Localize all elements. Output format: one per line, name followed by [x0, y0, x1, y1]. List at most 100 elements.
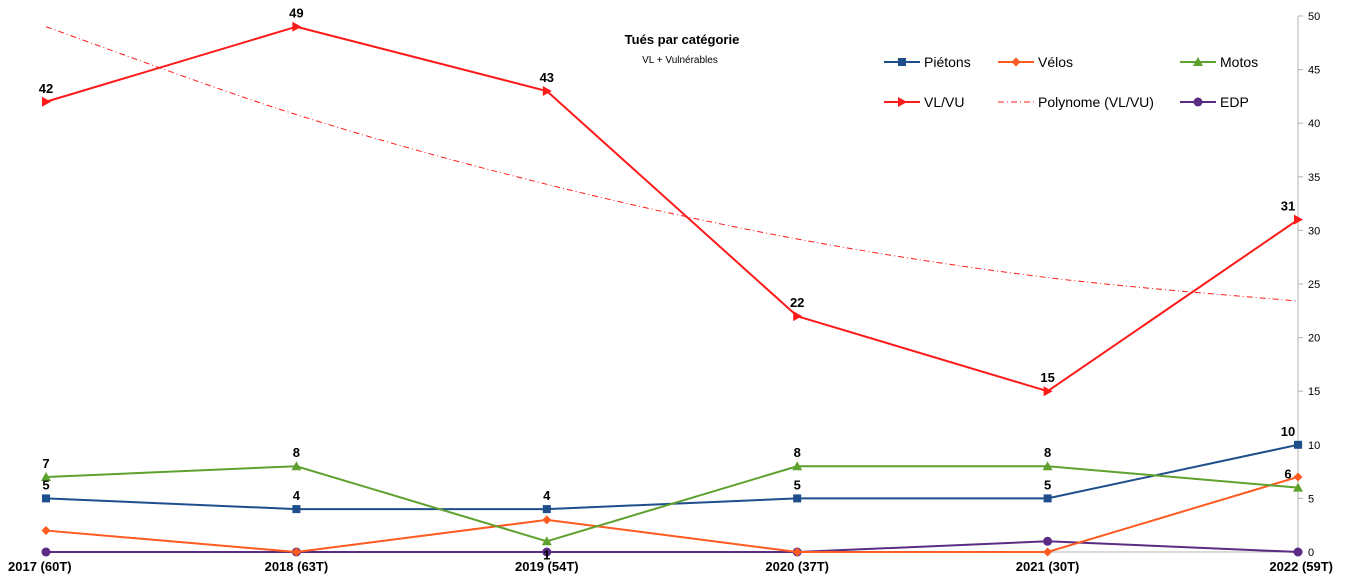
legend-item-polynome-vl-vu: Polynome (VL/VU): [998, 94, 1154, 110]
legend-label: Piétons: [924, 54, 971, 70]
x-tick-label: 2020 (37T): [765, 559, 829, 574]
data-point: [1293, 547, 1303, 557]
data-label: 8: [794, 445, 801, 460]
data-point: [793, 494, 802, 503]
series-line: [45, 476, 1299, 553]
y-tick-label: 25: [1308, 279, 1320, 291]
chart-subtitle: VL + Vulnérables: [642, 55, 718, 66]
y-tick-label: 35: [1308, 172, 1320, 184]
y-axis-ticks: 0 5 10 15 20 25 30 35 40 45 50: [1298, 11, 1320, 559]
data-point: [1043, 536, 1053, 546]
data-point: [1293, 472, 1303, 482]
legend-item-motos: Motos: [1180, 54, 1258, 70]
x-axis-ticks: 2017 (60T) 2018 (63T) 2019 (54T) 2020 (37T)…: [8, 552, 1333, 574]
x-tick-label: 2021 (30T): [1016, 559, 1080, 574]
y-tick-label: 50: [1308, 11, 1320, 23]
series-line: [45, 26, 1299, 302]
series-line: [45, 443, 1299, 511]
data-label: 22: [790, 295, 804, 310]
series-line: [45, 25, 1299, 393]
data-label: 5: [42, 477, 49, 492]
y-tick-label: 20: [1308, 333, 1320, 345]
data-point: [42, 96, 51, 107]
legend-label: EDP: [1220, 94, 1249, 110]
data-point: [41, 526, 51, 536]
series-line: [45, 465, 1299, 543]
data-point: [1294, 440, 1302, 449]
chart-title: Tués par catégorie: [625, 32, 740, 47]
data-point: [291, 547, 301, 557]
data-point: [292, 21, 302, 32]
series-layer: [41, 21, 1303, 557]
legend-item-pietons: Piétons: [884, 54, 971, 70]
data-point: [41, 471, 51, 481]
legend-label: VL/VU: [924, 94, 964, 110]
y-tick-label: 0: [1308, 547, 1314, 559]
series-vl-vu: [42, 21, 1303, 397]
legend-swatch-marker: [1011, 57, 1021, 67]
legend-item-edp: EDP: [1180, 94, 1249, 110]
y-tick-label: 5: [1308, 493, 1314, 505]
legend-swatch-marker: [1193, 57, 1203, 66]
data-point: [292, 505, 301, 514]
x-tick-label: 2019 (54T): [515, 559, 579, 574]
legend-label: Vélos: [1038, 54, 1073, 70]
data-point: [41, 547, 51, 557]
data-point: [541, 536, 552, 546]
series-pietons: [42, 440, 1302, 514]
data-label: 8: [1044, 445, 1051, 460]
data-point: [793, 311, 803, 322]
data-point: [1043, 547, 1053, 557]
data-point: [542, 515, 552, 525]
x-tick-label: 2018 (63T): [265, 559, 329, 574]
legend: Piétons Vélos Motos VL/VU Polynome (VL/VU) ED…: [884, 54, 1258, 110]
data-label: 49: [289, 6, 303, 21]
data-label-layer: 5 4 4 5 5 10 7 8 1 8 8 6 42 49 43 22 15 31: [39, 6, 1295, 563]
legend-swatch-marker: [898, 97, 907, 107]
data-point: [542, 86, 552, 97]
data-label: 4: [543, 488, 551, 503]
data-label: 7: [42, 456, 49, 471]
data-label: 4: [293, 488, 301, 503]
y-tick-label: 10: [1308, 440, 1320, 452]
data-point: [542, 505, 551, 514]
legend-swatch-marker: [1193, 97, 1203, 107]
data-point: [42, 494, 50, 503]
series-motos: [41, 461, 1303, 546]
y-tick-label: 40: [1308, 118, 1320, 130]
data-label: 6: [1284, 467, 1291, 482]
data-label: 5: [794, 477, 801, 492]
data-label: 5: [1044, 477, 1051, 492]
legend-label: Polynome (VL/VU): [1038, 94, 1154, 110]
data-point: [1042, 461, 1053, 471]
series-line: [46, 540, 1299, 553]
legend-item-vl-vu: VL/VU: [884, 94, 964, 110]
series-velos: [41, 472, 1303, 557]
data-label: 43: [540, 70, 554, 85]
y-tick-label: 15: [1308, 386, 1320, 398]
data-point: [542, 547, 552, 557]
data-label: 10: [1281, 424, 1295, 439]
y-tick-label: 30: [1308, 225, 1320, 237]
legend-swatch-marker: [898, 58, 906, 66]
data-label: 42: [39, 81, 53, 96]
data-point: [1043, 494, 1052, 503]
data-label: 1: [543, 547, 550, 562]
series-polynome-vl-vu: [45, 26, 1299, 302]
legend-item-velos: Vélos: [998, 54, 1073, 70]
y-tick-label: 45: [1308, 65, 1320, 77]
legend-label: Motos: [1220, 54, 1258, 70]
x-tick-label: 2022 (59T): [1269, 559, 1333, 574]
data-point: [1294, 214, 1303, 225]
x-tick-label: 2017 (60T): [8, 559, 72, 574]
data-point: [1293, 482, 1303, 492]
data-label: 31: [1281, 199, 1295, 214]
data-label: 8: [293, 445, 300, 460]
data-label: 15: [1040, 370, 1054, 385]
data-point: [792, 547, 802, 557]
data-point: [291, 461, 302, 471]
data-point: [792, 461, 803, 471]
data-point: [1043, 386, 1053, 397]
